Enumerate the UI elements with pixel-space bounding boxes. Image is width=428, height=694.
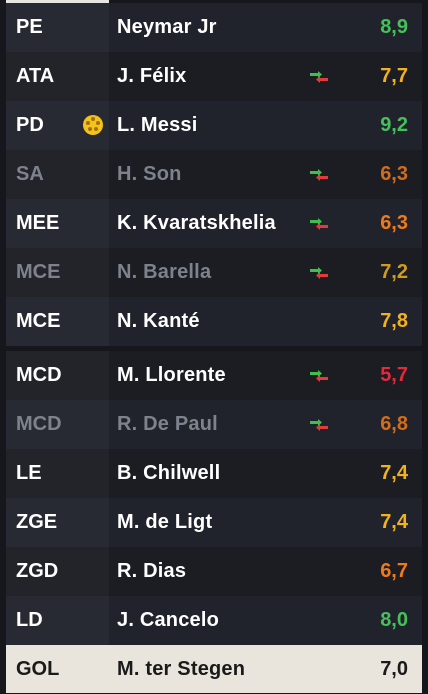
player-row[interactable]: PE Neymar Jr 8,9 — [6, 3, 422, 52]
player-name: M. Llorente — [117, 364, 226, 386]
player-position: MEE — [6, 199, 109, 248]
player-row[interactable]: SA H. Son 6,3 — [6, 150, 422, 199]
player-rating: 8,9 — [380, 16, 408, 38]
player-name: H. Son — [117, 163, 182, 185]
player-name: N. Barella — [117, 261, 212, 283]
player-rating: 7,7 — [380, 65, 408, 87]
player-rating: 7,0 — [380, 658, 408, 680]
player-name: R. De Paul — [117, 413, 218, 435]
player-position: SA — [6, 150, 109, 199]
player-rating: 7,8 — [380, 310, 408, 332]
player-name: R. Dias — [117, 560, 187, 582]
player-position: PE — [6, 3, 109, 52]
player-position: MCE — [6, 297, 109, 346]
substitution-icon — [310, 419, 328, 431]
player-rating: 7,4 — [380, 511, 408, 533]
player-row[interactable]: MCE N. Barella 7,2 — [6, 248, 422, 297]
player-row[interactable]: LD J. Cancelo 8,0 — [6, 596, 422, 645]
player-position: PD — [6, 101, 109, 150]
player-row[interactable]: MCD M. Llorente 5,7 — [6, 351, 422, 400]
player-name: B. Chilwell — [117, 462, 221, 484]
player-name: L. Messi — [117, 114, 198, 136]
player-rating: 8,0 — [380, 609, 408, 631]
player-position: ZGE — [6, 498, 109, 547]
player-rating: 6,3 — [380, 163, 408, 185]
player-row[interactable]: GOL M. ter Stegen 7,0 — [6, 645, 422, 693]
player-position: GOL — [16, 658, 60, 680]
player-position: LD — [6, 596, 109, 645]
player-name: N. Kanté — [117, 310, 200, 332]
substitution-icon — [310, 218, 328, 230]
player-row[interactable]: MCE N. Kanté 7,8 — [6, 297, 422, 346]
player-row[interactable]: ATA J. Félix 7,7 — [6, 52, 422, 101]
player-name: K. Kvaratskhelia — [117, 212, 276, 234]
player-name: M. ter Stegen — [117, 658, 246, 680]
header-tab-indicator — [6, 0, 109, 3]
player-list: PE Neymar Jr 8,9 ATA J. Félix 7,7 PD L. Messi 9,… — [6, 3, 422, 693]
substitution-icon — [310, 71, 328, 83]
player-position: MCD — [6, 400, 109, 449]
player-name: M. de Ligt — [117, 511, 213, 533]
player-rating: 7,4 — [380, 462, 408, 484]
goal-ball-icon — [83, 115, 103, 135]
player-position: MCE — [6, 248, 109, 297]
player-name: J. Cancelo — [117, 609, 220, 631]
player-name: J. Félix — [117, 65, 187, 87]
player-rating: 9,2 — [380, 114, 408, 136]
substitution-icon — [310, 267, 328, 279]
player-rating: 6,7 — [380, 560, 408, 582]
player-row[interactable]: ZGD R. Dias 6,7 — [6, 547, 422, 596]
player-position: MCD — [6, 351, 109, 400]
player-row[interactable]: ZGE M. de Ligt 7,4 — [6, 498, 422, 547]
player-name: Neymar Jr — [117, 16, 217, 38]
player-row[interactable]: LE B. Chilwell 7,4 — [6, 449, 422, 498]
player-row[interactable]: PD L. Messi 9,2 — [6, 101, 422, 150]
player-position: LE — [6, 449, 109, 498]
player-rating: 6,3 — [380, 212, 408, 234]
substitution-icon — [310, 169, 328, 181]
player-position: ATA — [6, 52, 109, 101]
player-position: ZGD — [6, 547, 109, 596]
player-rating: 6,8 — [380, 413, 408, 435]
player-rating: 5,7 — [380, 364, 408, 386]
substitution-icon — [310, 370, 328, 382]
player-row[interactable]: MCD R. De Paul 6,8 — [6, 400, 422, 449]
player-rating: 7,2 — [380, 261, 408, 283]
player-row[interactable]: MEE K. Kvaratskhelia 6,3 — [6, 199, 422, 248]
